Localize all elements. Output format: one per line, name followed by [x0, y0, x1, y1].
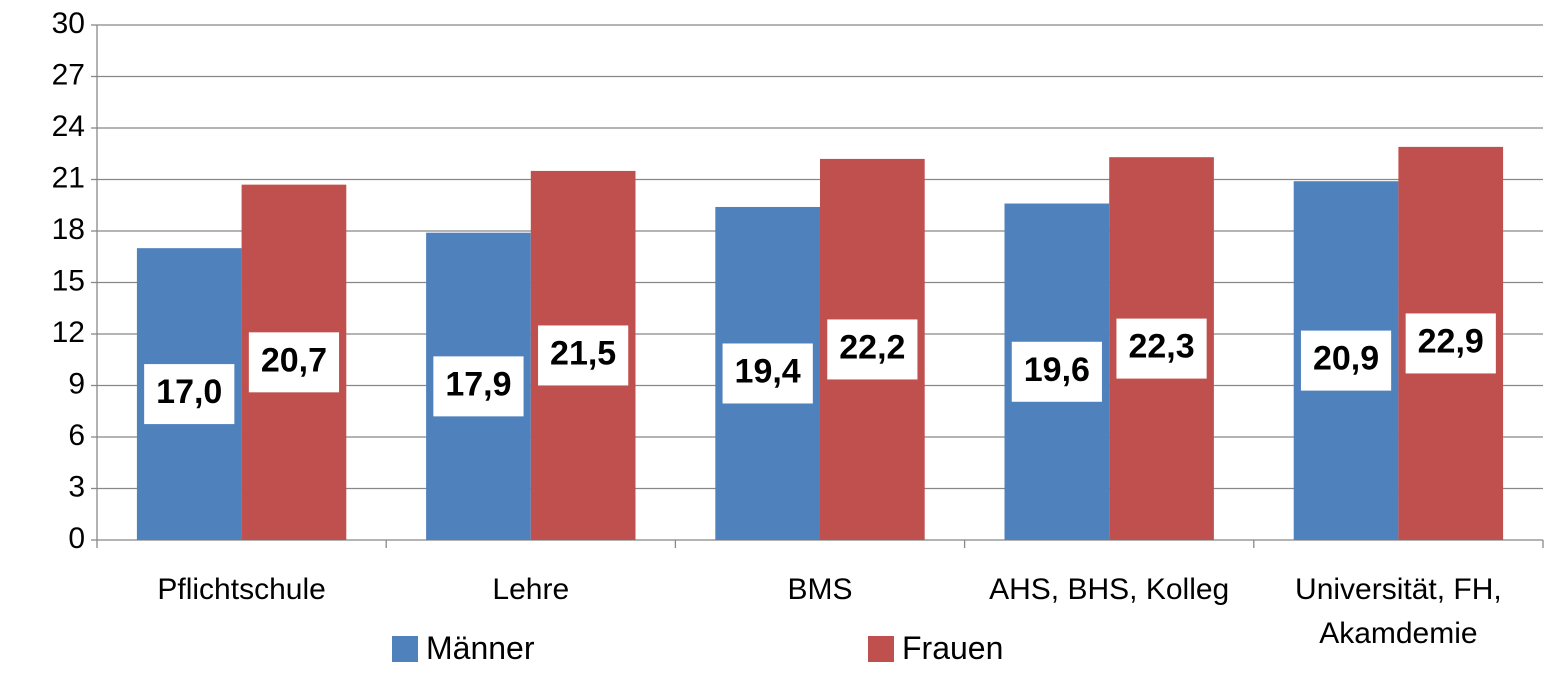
x-tick-label: Universität, FH, Akamdemie — [1295, 573, 1502, 650]
data-label-box — [538, 325, 629, 386]
data-label: 22,2 — [839, 328, 905, 366]
data-label: 19,6 — [1024, 351, 1090, 389]
x-tick-label: BMS — [787, 573, 853, 606]
y-tick-label: 30 — [52, 7, 85, 40]
x-tick-label: AHS, BHS, Kolleg — [989, 573, 1230, 606]
legend-swatch — [392, 635, 418, 662]
y-tick-label: 27 — [52, 58, 85, 91]
data-label: 17,0 — [156, 373, 222, 411]
data-label-box — [722, 343, 813, 404]
y-tick-label: 12 — [52, 316, 85, 349]
data-label: 19,4 — [735, 352, 801, 390]
data-label-box — [144, 364, 235, 425]
data-label-box — [248, 332, 340, 393]
data-label-box — [827, 319, 918, 380]
y-tick-label: 18 — [52, 213, 85, 246]
legend-item: Männer — [392, 630, 535, 667]
legend-label: Männer — [426, 630, 535, 666]
data-label-box — [1011, 341, 1102, 402]
data-label: 20,9 — [1313, 340, 1379, 378]
data-label-box — [1116, 318, 1207, 379]
x-tick-label: Pflichtschule — [157, 573, 326, 606]
data-label: 22,3 — [1128, 328, 1194, 366]
data-label: 17,9 — [445, 365, 511, 403]
y-tick-label: 3 — [68, 470, 85, 503]
data-label: 20,7 — [261, 341, 327, 379]
legend-swatch — [868, 635, 894, 662]
y-tick-label: 0 — [68, 522, 85, 555]
legend-label: Frauen — [902, 630, 1004, 666]
y-tick-label: 24 — [52, 110, 85, 143]
legend-item: Frauen — [868, 630, 1003, 667]
x-tick-label: Lehre — [492, 573, 570, 606]
y-tick-label: 9 — [68, 367, 85, 400]
y-tick-label: 6 — [68, 419, 85, 452]
y-tick-label: 15 — [52, 264, 85, 297]
data-label: 22,9 — [1418, 322, 1484, 360]
data-label: 21,5 — [550, 334, 616, 372]
data-label-box — [1405, 313, 1496, 374]
y-tick-label: 21 — [52, 161, 85, 194]
data-label-box — [433, 356, 524, 417]
data-label-box — [1300, 330, 1392, 391]
